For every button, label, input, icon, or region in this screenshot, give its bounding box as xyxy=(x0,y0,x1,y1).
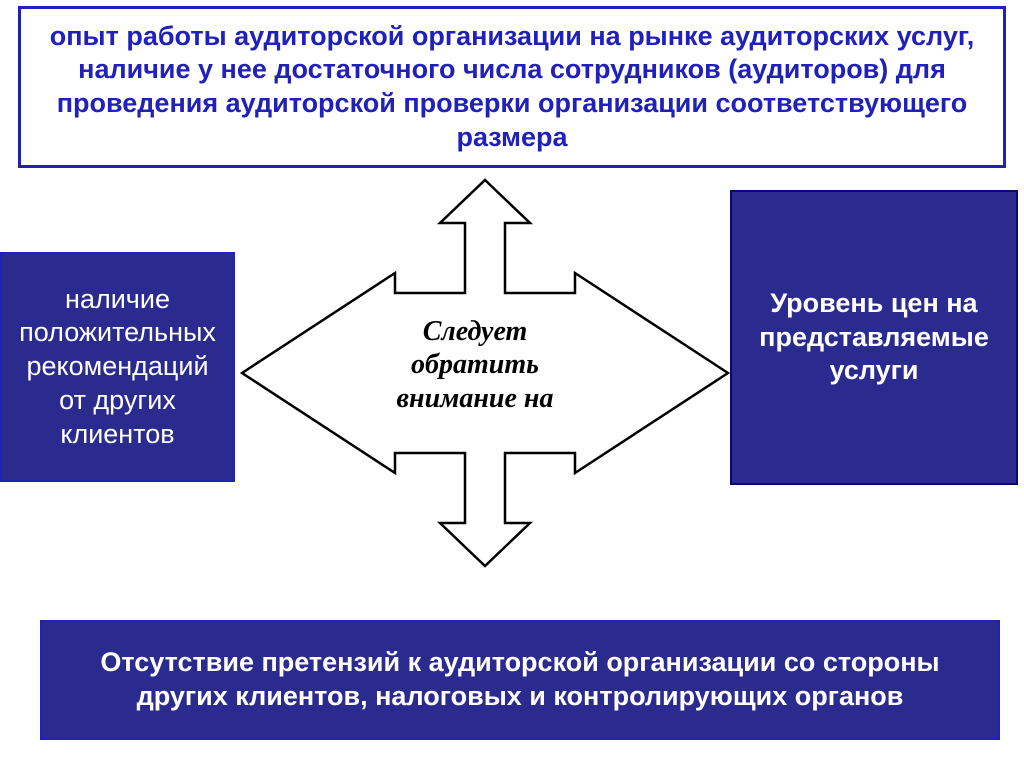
center-text: Следует обратить внимание на xyxy=(375,315,575,416)
center-label: Следует обратить внимание на xyxy=(375,290,575,440)
box-top-text: опыт работы аудиторской организации на р… xyxy=(33,20,991,155)
box-right-text: Уровень цен на представляемые услуги xyxy=(744,287,1004,388)
box-bottom-text: Отсутствие претензий к аудиторской орган… xyxy=(54,646,986,714)
box-left: наличие положительных рекомендаций от др… xyxy=(0,252,235,482)
box-top: опыт работы аудиторской организации на р… xyxy=(18,6,1006,168)
box-left-text: наличие положительных рекомендаций от др… xyxy=(14,283,221,452)
box-bottom: Отсутствие претензий к аудиторской орган… xyxy=(40,620,1000,740)
box-right: Уровень цен на представляемые услуги xyxy=(730,190,1018,485)
